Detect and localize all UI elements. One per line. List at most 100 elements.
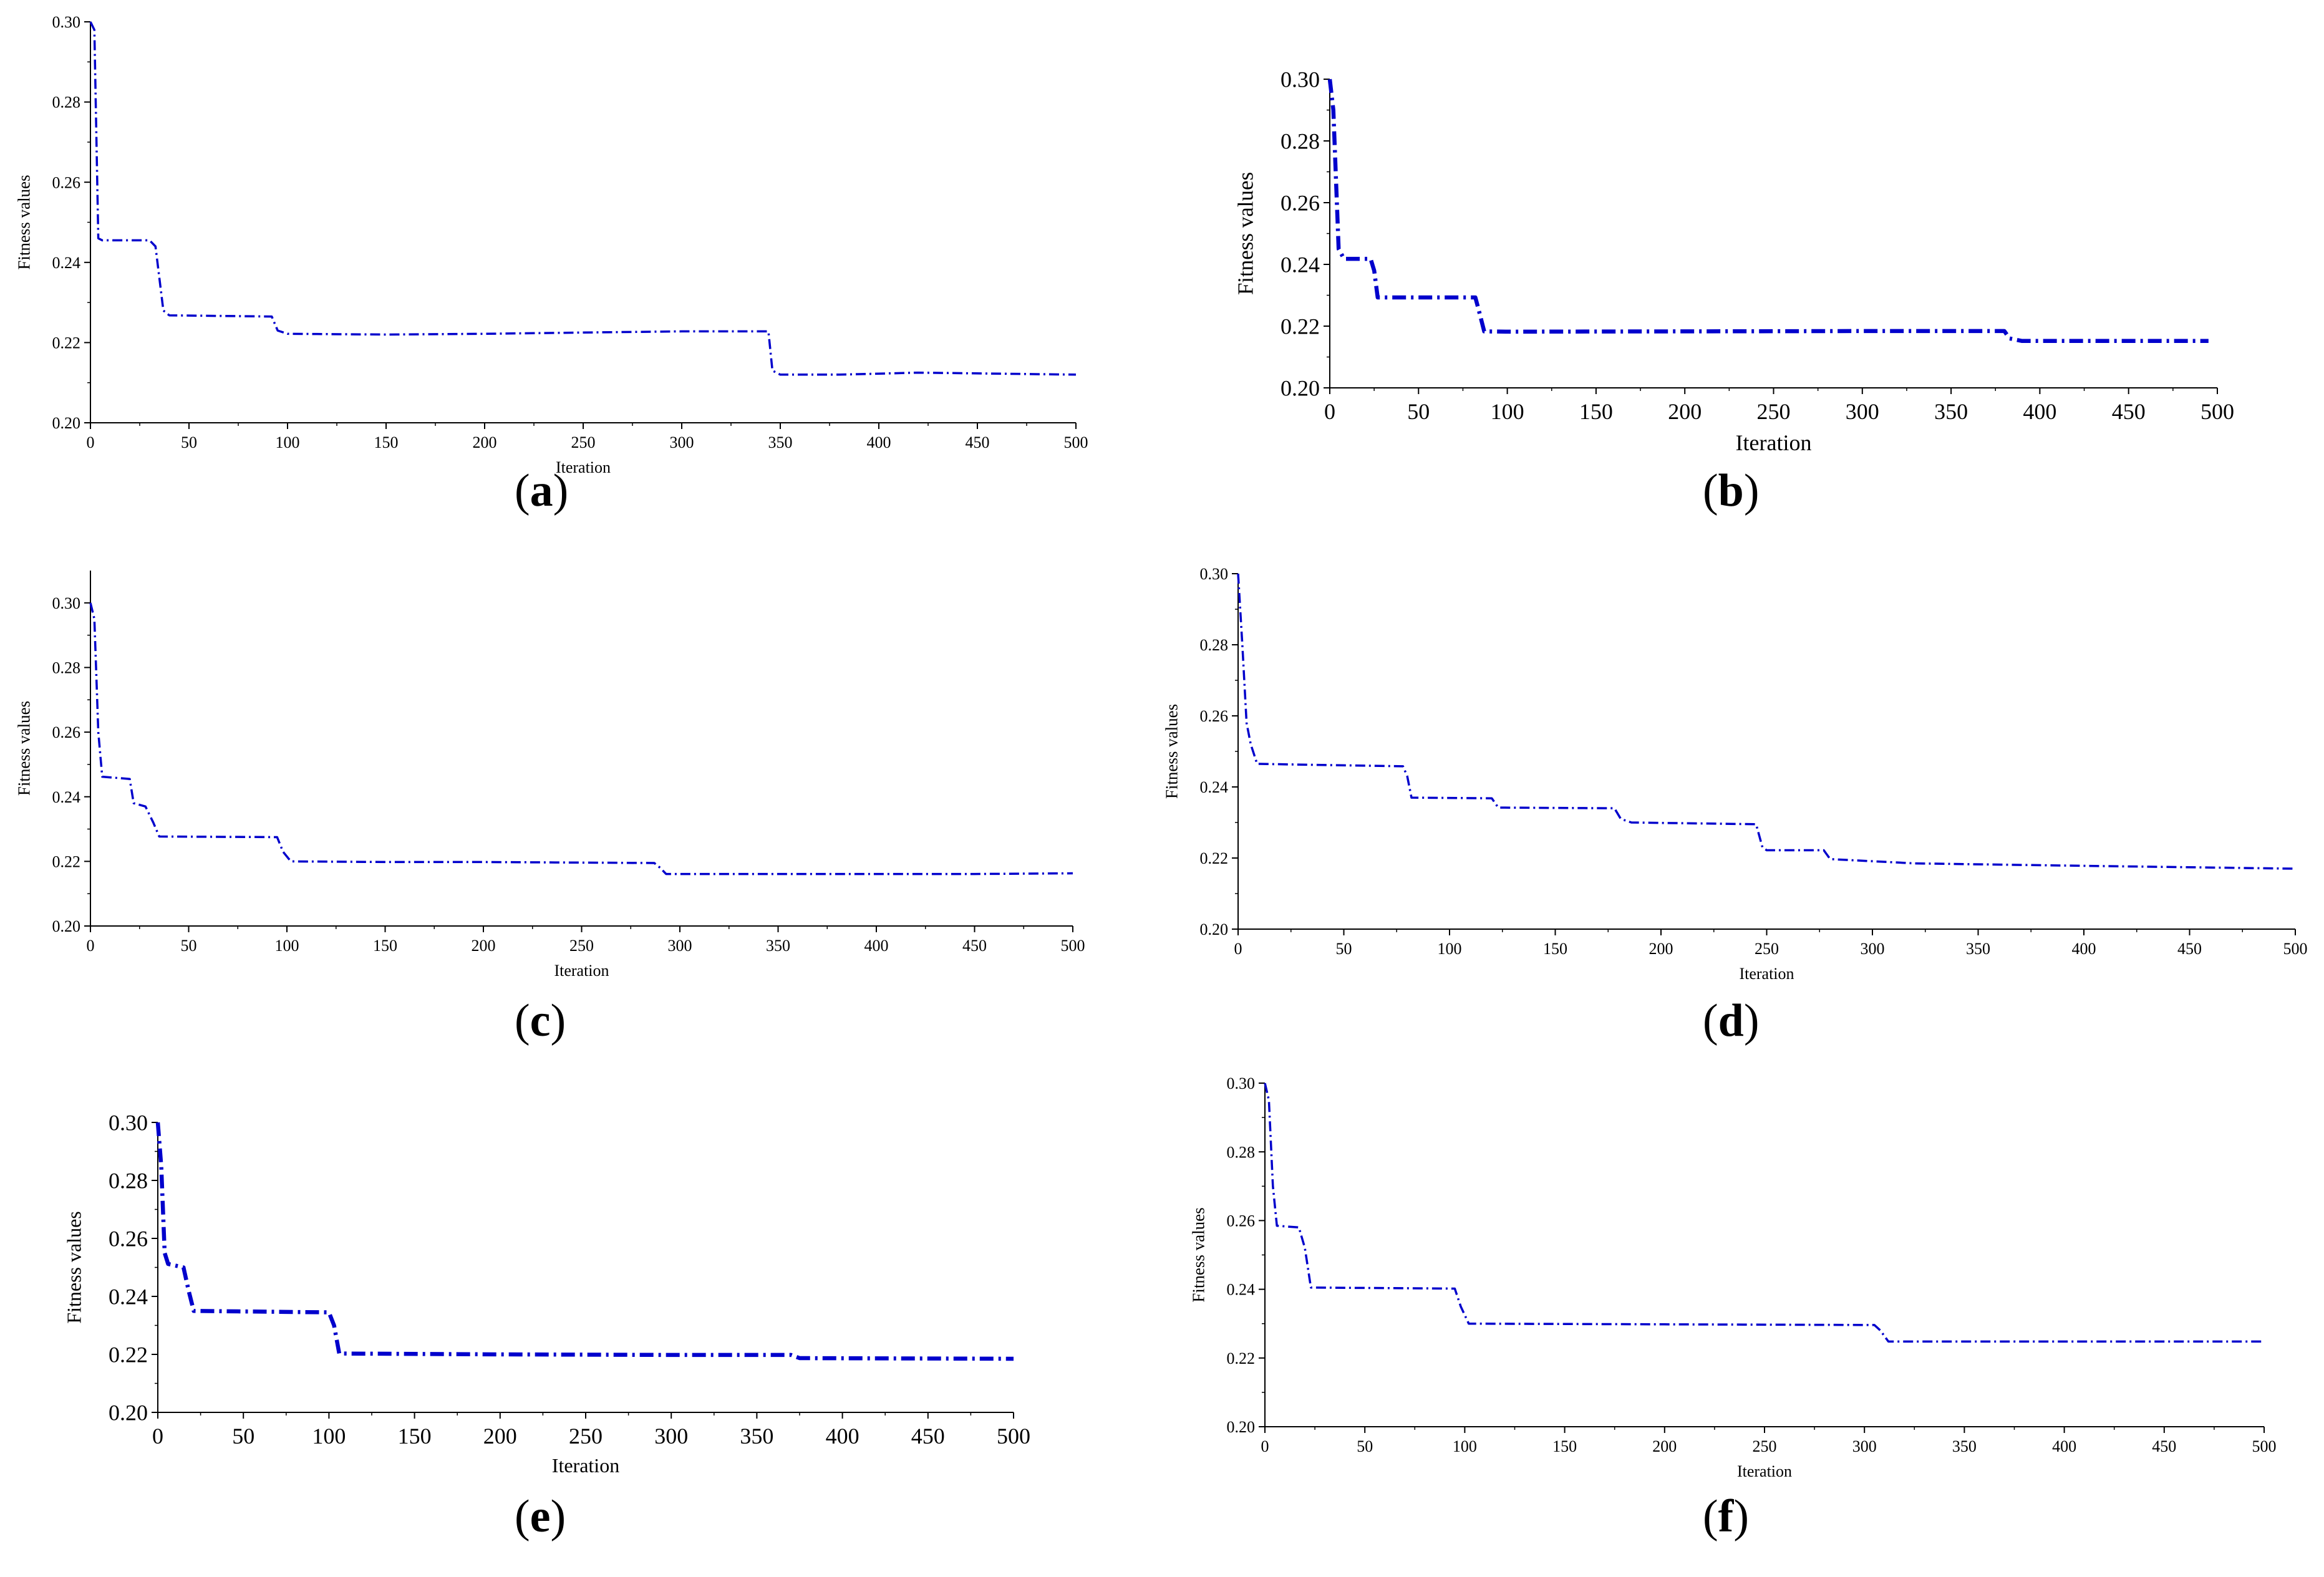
y-tick-label: 0.26 <box>52 173 81 191</box>
x-tick-label: 250 <box>1757 399 1791 424</box>
x-tick-label: 200 <box>1652 1437 1677 1455</box>
y-tick-label: 0.26 <box>1281 191 1320 216</box>
x-tick-label: 300 <box>668 937 692 955</box>
series-line-fitness <box>1237 573 2296 870</box>
y-tick-label: 0.22 <box>109 1343 148 1367</box>
y-tick-label: 0.20 <box>52 917 81 935</box>
chart-svg-a: 0 50 100 150 200 250 300 350 400 450 500 0.20 0.22 0.… <box>14 13 1088 476</box>
x-axis-title: Iteration <box>554 962 609 980</box>
x-tick-label: 150 <box>398 1424 432 1449</box>
x-axis-title: Iteration <box>1737 1462 1792 1480</box>
x-tick-label: 50 <box>232 1424 254 1449</box>
y-tick-label: 0.28 <box>52 659 81 677</box>
y-tick-label: 0.24 <box>1200 778 1229 796</box>
x-tick-label: 400 <box>2023 399 2056 424</box>
x-tick-label: 100 <box>1491 399 1524 424</box>
y-axis-title: Fitness values <box>14 175 33 269</box>
x-tick-label: 450 <box>2177 940 2202 958</box>
y-tick-label: 0.20 <box>1200 920 1229 938</box>
x-tick-label: 0 <box>87 937 95 955</box>
x-tick-label: 200 <box>483 1424 517 1449</box>
y-tick-label: 0.30 <box>109 1111 148 1136</box>
x-tick-label: 50 <box>181 433 197 451</box>
panel-letter-d: d <box>1718 995 1744 1046</box>
y-tick-label: 0.30 <box>1227 1074 1256 1092</box>
x-tick-label: 350 <box>766 937 790 955</box>
x-tick-label: 500 <box>997 1424 1030 1449</box>
y-tick-label: 0.28 <box>1281 129 1320 154</box>
series-line-fitness <box>1327 79 2209 344</box>
x-tick-label: 350 <box>1966 940 1990 958</box>
x-tick-label: 450 <box>962 937 987 955</box>
x-tick-label: 0 <box>1234 940 1242 958</box>
x-axis-title: Iteration <box>556 458 611 476</box>
x-tick-label: 500 <box>2201 399 2234 424</box>
x-tick-label: 300 <box>1861 940 1885 958</box>
x-tick-label: 450 <box>2112 399 2146 424</box>
y-tick-label: 0.22 <box>1281 314 1320 339</box>
x-tick-label: 100 <box>312 1424 346 1449</box>
chart-panel-c: 0 50 100 150 200 250 300 350 400 450 500 0.20 0.22 0.… <box>0 546 1123 1046</box>
x-tick-label: 100 <box>275 937 299 955</box>
y-tick-label: 0.22 <box>1200 849 1229 867</box>
x-tick-label: 150 <box>1552 1437 1577 1455</box>
x-tick-label: 250 <box>569 937 594 955</box>
x-tick-label: 450 <box>2152 1437 2176 1455</box>
panel-label-b: (b) <box>1703 465 1760 516</box>
y-axis-title: Fitness values <box>1189 1207 1208 1302</box>
x-axis-title: Iteration <box>1736 430 1812 455</box>
x-tick-label: 0 <box>87 433 95 451</box>
x-axis-title: Iteration <box>1739 965 1794 983</box>
y-tick-label: 0.30 <box>1200 565 1229 583</box>
y-tick-label: 0.24 <box>1281 253 1320 277</box>
y-tick-label: 0.20 <box>1281 376 1320 401</box>
x-tick-label: 500 <box>2252 1437 2277 1455</box>
chart-svg-e: 0 50 100 150 200 250 300 350 400 450 500 0.20 0.22 0.… <box>62 1111 1030 1477</box>
series-line-fitness <box>89 602 1073 875</box>
chart-svg-b: 0 50 100 150 200 250 300 350 400 450 500 0.20 0.22 0.… <box>1233 67 2234 455</box>
series-line-fitness <box>155 1122 1014 1361</box>
x-tick-label: 50 <box>181 937 197 955</box>
x-tick-label: 250 <box>571 433 596 451</box>
x-tick-label: 150 <box>1543 940 1567 958</box>
x-tick-label: 450 <box>911 1424 945 1449</box>
series-line-fitness <box>1264 1083 2264 1343</box>
chart-svg-f: 0 50 100 150 200 250 300 350 400 450 500 0.20 0.22 0.… <box>1189 1074 2277 1480</box>
x-tick-label: 350 <box>768 433 793 451</box>
x-tick-label: 350 <box>740 1424 773 1449</box>
y-tick-label: 0.22 <box>52 852 81 870</box>
chart-svg-c: 0 50 100 150 200 250 300 350 400 450 500 0.20 0.22 0.… <box>14 571 1085 980</box>
panel-letter-c: c <box>530 995 551 1046</box>
x-tick-label: 500 <box>1061 937 1085 955</box>
x-tick-label: 0 <box>1324 399 1335 424</box>
x-tick-label: 300 <box>1846 399 1879 424</box>
x-tick-label: 400 <box>867 433 891 451</box>
x-tick-label: 400 <box>2052 1437 2076 1455</box>
x-tick-label: 50 <box>1336 940 1352 958</box>
x-tick-label: 450 <box>966 433 990 451</box>
x-tick-label: 100 <box>1438 940 1462 958</box>
y-tick-label: 0.28 <box>109 1169 148 1194</box>
y-tick-label: 0.24 <box>109 1285 148 1309</box>
y-tick-label: 0.30 <box>52 13 81 31</box>
x-tick-label: 400 <box>2072 940 2096 958</box>
chart-panel-a: 0 50 100 150 200 250 300 350 400 450 500 0.20 0.22 0.… <box>0 0 1126 523</box>
panel-letter-e: e <box>530 1491 551 1542</box>
x-tick-label: 50 <box>1407 399 1430 424</box>
x-tick-label: 100 <box>276 433 300 451</box>
chart-panel-f: 0 50 100 150 200 250 300 350 400 450 500 0.20 0.22 0.… <box>1165 1058 2314 1542</box>
x-tick-label: 350 <box>1934 399 1968 424</box>
y-tick-label: 0.24 <box>1227 1281 1256 1299</box>
chart-panel-d: 0 50 100 150 200 250 300 350 400 450 500 0.20 0.22 0.… <box>1138 549 2324 1046</box>
x-tick-label: 200 <box>472 937 496 955</box>
x-tick-label: 400 <box>826 1424 859 1449</box>
chart-svg-d: 0 50 100 150 200 250 300 350 400 450 500 0.20 0.22 0.… <box>1162 565 2307 983</box>
x-tick-label: 100 <box>1453 1437 1477 1455</box>
x-tick-label: 50 <box>1357 1437 1373 1455</box>
x-tick-label: 0 <box>1261 1437 1269 1455</box>
y-tick-label: 0.24 <box>52 788 81 806</box>
x-tick-label: 300 <box>1852 1437 1877 1455</box>
panel-label-d: (d) <box>1703 995 1760 1046</box>
y-tick-label: 0.24 <box>52 254 81 272</box>
y-tick-label: 0.28 <box>1200 636 1229 654</box>
